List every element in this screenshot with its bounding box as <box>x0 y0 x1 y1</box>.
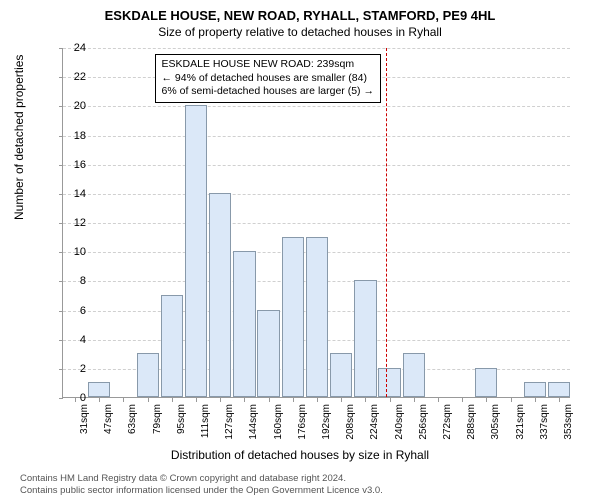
xtick-label: 321sqm <box>515 404 526 440</box>
histogram-bar <box>378 368 400 397</box>
xtick-mark <box>123 398 124 402</box>
xtick-label: 79sqm <box>152 404 163 434</box>
footer-line1: Contains HM Land Registry data © Crown c… <box>20 473 383 484</box>
histogram-bar <box>257 310 279 398</box>
xtick-label: 208sqm <box>345 404 356 440</box>
grid-line <box>63 165 570 166</box>
histogram-bar <box>330 353 352 397</box>
ytick-label: 16 <box>46 159 86 171</box>
xtick-label: 111sqm <box>200 404 211 438</box>
grid-line <box>63 223 570 224</box>
footer-attribution: Contains HM Land Registry data © Crown c… <box>20 473 383 496</box>
xtick-mark <box>462 398 463 402</box>
annotation-line2: ← 94% of detached houses are smaller (84… <box>162 72 374 86</box>
histogram-bar <box>137 353 159 397</box>
xtick-mark <box>196 398 197 402</box>
footer-line2: Contains public sector information licen… <box>20 485 383 496</box>
grid-line <box>63 136 570 137</box>
xtick-mark <box>172 398 173 402</box>
histogram-bar <box>161 295 183 397</box>
histogram-bar <box>548 382 570 397</box>
ytick-label: 18 <box>46 130 86 142</box>
chart-area: 31sqm47sqm63sqm79sqm95sqm111sqm127sqm144… <box>62 48 570 398</box>
xtick-mark <box>269 398 270 402</box>
grid-line <box>63 106 570 107</box>
histogram-bar <box>403 353 425 397</box>
ytick-label: 6 <box>46 305 86 317</box>
xtick-label: 176sqm <box>297 404 308 440</box>
xtick-mark <box>317 398 318 402</box>
histogram-bar <box>88 382 110 397</box>
histogram-bar <box>282 237 304 397</box>
annotation-line3: 6% of semi-detached houses are larger (5… <box>162 85 374 99</box>
xtick-mark <box>438 398 439 402</box>
grid-line <box>63 194 570 195</box>
xtick-label: 353sqm <box>563 404 574 440</box>
ytick-label: 12 <box>46 217 86 229</box>
xtick-label: 337sqm <box>539 404 550 440</box>
xtick-label: 224sqm <box>369 404 380 440</box>
xtick-mark <box>486 398 487 402</box>
xtick-label: 47sqm <box>103 404 114 434</box>
ytick-label: 24 <box>46 42 86 54</box>
plot-area: 31sqm47sqm63sqm79sqm95sqm111sqm127sqm144… <box>62 48 570 398</box>
histogram-bar <box>185 105 207 397</box>
ytick-label: 0 <box>46 392 86 404</box>
xtick-label: 95sqm <box>176 404 187 434</box>
xtick-mark <box>390 398 391 402</box>
ytick-label: 20 <box>46 100 86 112</box>
histogram-bar <box>233 251 255 397</box>
histogram-bar <box>354 280 376 397</box>
xtick-mark <box>220 398 221 402</box>
xtick-mark <box>365 398 366 402</box>
xtick-label: 160sqm <box>273 404 284 440</box>
reference-line <box>386 48 387 397</box>
xtick-label: 127sqm <box>224 404 235 440</box>
xtick-mark <box>148 398 149 402</box>
xtick-label: 192sqm <box>321 404 332 440</box>
xtick-mark <box>414 398 415 402</box>
annotation-box: ESKDALE HOUSE NEW ROAD: 239sqm← 94% of d… <box>155 54 381 103</box>
ytick-label: 14 <box>46 188 86 200</box>
y-axis-label: Number of detached properties <box>12 55 26 220</box>
ytick-label: 8 <box>46 275 86 287</box>
histogram-bar <box>524 382 546 397</box>
xtick-label: 305sqm <box>490 404 501 440</box>
xtick-label: 272sqm <box>442 404 453 440</box>
histogram-bar <box>209 193 231 397</box>
chart-title: ESKDALE HOUSE, NEW ROAD, RYHALL, STAMFOR… <box>0 0 600 23</box>
xtick-mark <box>559 398 560 402</box>
xtick-mark <box>293 398 294 402</box>
histogram-bar <box>306 237 328 397</box>
xtick-mark <box>244 398 245 402</box>
xtick-label: 256sqm <box>418 404 429 440</box>
annotation-line1: ESKDALE HOUSE NEW ROAD: 239sqm <box>162 58 374 72</box>
ytick-label: 2 <box>46 363 86 375</box>
xtick-label: 31sqm <box>79 404 90 434</box>
xtick-mark <box>535 398 536 402</box>
xtick-label: 240sqm <box>394 404 405 440</box>
histogram-bar <box>475 368 497 397</box>
ytick-label: 22 <box>46 71 86 83</box>
chart-subtitle: Size of property relative to detached ho… <box>0 23 600 39</box>
ytick-label: 10 <box>46 246 86 258</box>
xtick-label: 288sqm <box>466 404 477 440</box>
xtick-mark <box>99 398 100 402</box>
xtick-mark <box>511 398 512 402</box>
grid-line <box>63 48 570 49</box>
ytick-label: 4 <box>46 334 86 346</box>
xtick-label: 63sqm <box>127 404 138 434</box>
x-axis-label: Distribution of detached houses by size … <box>0 448 600 462</box>
xtick-mark <box>341 398 342 402</box>
xtick-label: 144sqm <box>248 404 259 440</box>
